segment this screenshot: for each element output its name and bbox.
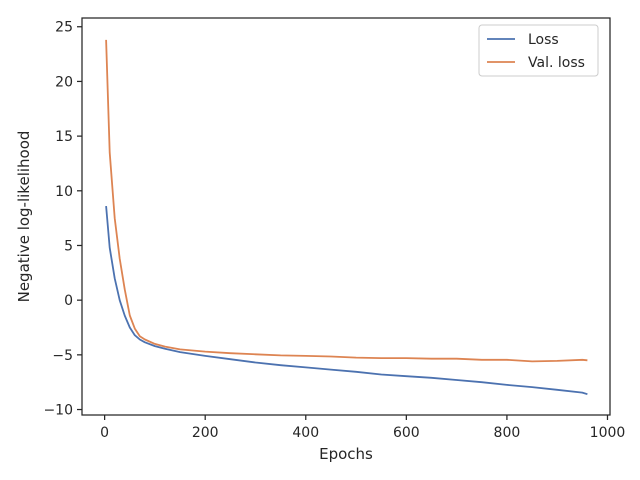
y-tick-label: 5 [64,238,73,254]
y-tick-label: 10 [55,184,73,200]
y-tick-label: 15 [55,129,73,145]
x-tick-label: 200 [192,425,219,441]
legend-label: Val. loss [528,55,585,71]
y-tick-label: 25 [55,20,73,36]
legend: Loss Val. loss [478,24,599,77]
x-tick-label: 800 [494,425,521,441]
axes-frame [81,17,611,416]
x-tick-label: 1000 [590,425,626,441]
legend-box [478,24,599,77]
x-tick-label: 400 [292,425,319,441]
x-tick-label: 0 [100,425,109,441]
x-tick-label: 600 [393,425,420,441]
series-line-loss [105,206,588,396]
y-tick-label: 20 [55,74,73,90]
series-line-val-loss [105,39,588,363]
x-axis-ticks: 0 200 400 600 800 1000 [100,415,625,441]
y-tick-label: 0 [64,293,73,309]
y-axis-ticks: −10 −5 0 5 10 15 20 25 [43,20,82,419]
legend-label: Loss [528,32,559,48]
y-tick-label: −5 [52,348,73,364]
series-layer [105,39,588,396]
y-tick-label: −10 [43,403,73,419]
plot-area [81,17,611,416]
x-axis-label: Epochs [319,445,373,463]
y-axis-label: Negative log-likelihood [15,131,33,303]
